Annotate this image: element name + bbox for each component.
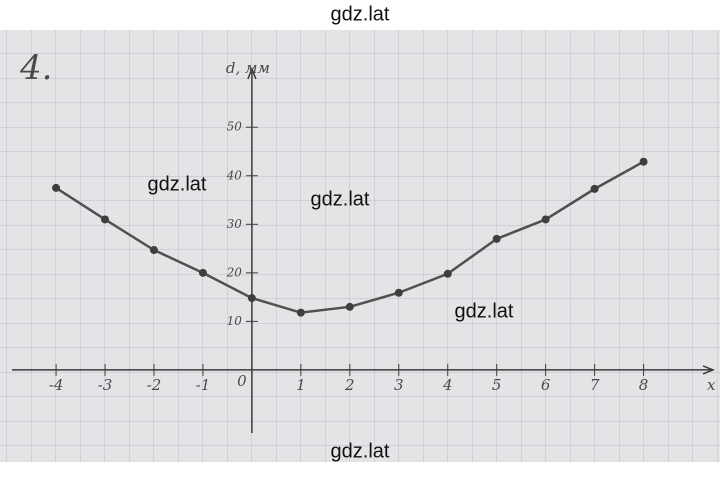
x-tick-label: 8 xyxy=(639,376,649,394)
grid-paper xyxy=(0,30,720,462)
watermark: gdz.lat xyxy=(455,300,514,322)
data-point xyxy=(443,269,452,278)
data-point xyxy=(149,246,158,255)
x-tick-label: 6 xyxy=(541,376,551,394)
origin-label: 0 xyxy=(237,372,247,390)
x-tick-label: -1 xyxy=(196,376,211,394)
y-tick-label: 20 xyxy=(226,265,243,279)
x-tick-label: -2 xyxy=(147,376,162,394)
watermark: gdz.lat xyxy=(331,440,390,462)
data-point xyxy=(590,184,599,193)
data-point xyxy=(394,288,403,297)
data-point xyxy=(198,268,207,277)
task-number: 4. xyxy=(19,48,52,88)
y-tick-label: 10 xyxy=(227,314,243,328)
x-arrow xyxy=(702,365,716,375)
y-tick-label: 30 xyxy=(227,217,243,231)
x-tick-label: 4 xyxy=(442,376,453,394)
data-point xyxy=(52,183,61,192)
x-tick-label: 5 xyxy=(492,376,502,394)
y-axis-label: d, мм xyxy=(226,59,270,77)
data-point xyxy=(492,234,501,243)
x-axis-label: x xyxy=(707,376,716,394)
x-tick-label: 2 xyxy=(344,376,355,394)
y-arrow xyxy=(247,66,257,80)
data-point xyxy=(639,157,648,166)
y-tick-label: 40 xyxy=(226,168,243,182)
x-tick-label: 7 xyxy=(590,376,600,394)
data-point xyxy=(541,215,550,224)
x-tick-label: 1 xyxy=(296,376,306,394)
x-tick-label: -3 xyxy=(98,376,113,394)
data-point xyxy=(345,302,354,311)
data-point xyxy=(296,308,305,317)
watermark: gdz.lat xyxy=(148,173,207,195)
x-tick-label: 3 xyxy=(394,376,404,394)
watermark: gdz.lat xyxy=(331,3,390,25)
data-point xyxy=(247,294,256,303)
x-tick-label: -4 xyxy=(49,376,64,394)
data-point xyxy=(101,215,110,224)
y-tick-label: 50 xyxy=(227,120,243,134)
watermark: gdz.lat xyxy=(311,188,370,210)
